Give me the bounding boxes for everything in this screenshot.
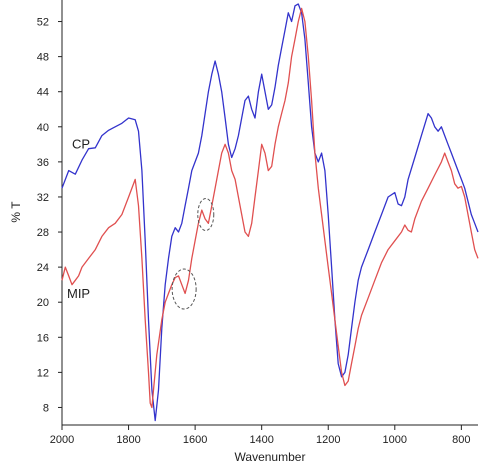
y-axis-ticks: 8 12 16 20 24 28 32 36 40 44 48 52: [37, 17, 62, 414]
series-line-cp: [61, 3, 479, 422]
series-label-group: CP MIP: [67, 137, 90, 301]
annotation-dashed-circle: [197, 198, 215, 231]
y-tick-label: 52: [37, 17, 49, 29]
y-tick-label: 32: [37, 192, 49, 204]
series-line-mip: [61, 7, 479, 409]
x-axis-title: Wavenumber: [235, 450, 306, 464]
y-tick-label: 48: [37, 52, 49, 64]
x-tick-label: 1200: [316, 434, 340, 446]
x-tick-label: 1000: [383, 434, 407, 446]
x-tick-label: 1800: [116, 434, 140, 446]
y-tick-label: 16: [37, 332, 49, 344]
y-tick-label: 40: [37, 122, 49, 134]
y-tick-label: 12: [37, 367, 49, 379]
y-axis-title: % T: [9, 201, 23, 223]
x-tick-label: 800: [452, 434, 470, 446]
y-tick-label: 44: [37, 87, 49, 99]
x-tick-label: 2000: [50, 434, 74, 446]
series-label-cp: CP: [72, 137, 90, 152]
y-tick-label: 28: [37, 227, 49, 239]
annotation-group: [171, 198, 215, 310]
x-axis-ticks: 2000 1800 1600 1400 1200 1000 800: [50, 425, 471, 446]
x-tick-label: 1400: [249, 434, 273, 446]
annotation-dashed-circle: [171, 268, 197, 310]
y-tick-label: 24: [37, 262, 49, 274]
y-tick-label: 8: [43, 402, 49, 414]
x-tick-label: 1600: [183, 434, 207, 446]
series-group: [61, 3, 479, 422]
y-tick-label: 36: [37, 157, 49, 169]
series-label-mip: MIP: [67, 286, 90, 301]
y-tick-label: 20: [37, 297, 49, 309]
